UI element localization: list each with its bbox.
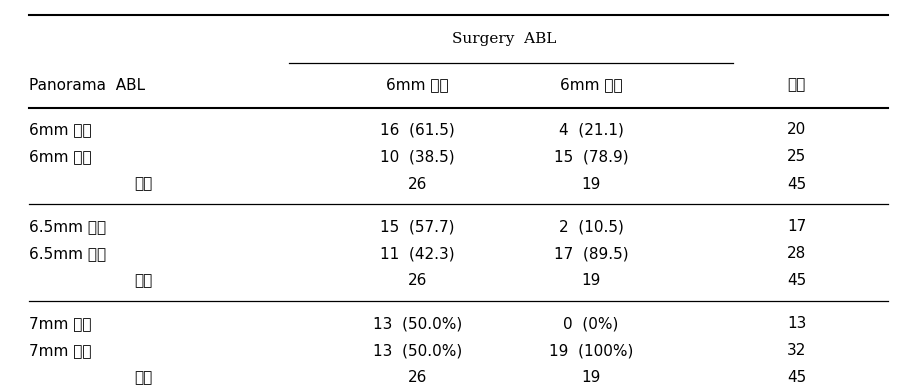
Text: 전체: 전체 xyxy=(134,274,152,288)
Text: 10  (38.5): 10 (38.5) xyxy=(380,149,455,164)
Text: 20: 20 xyxy=(787,122,806,137)
Text: 45: 45 xyxy=(787,176,806,192)
Text: 7mm 미만: 7mm 미만 xyxy=(28,343,92,358)
Text: Surgery  ABL: Surgery ABL xyxy=(452,32,557,46)
Text: 0  (0%): 0 (0%) xyxy=(563,316,619,331)
Text: 45: 45 xyxy=(787,274,806,288)
Text: 19  (100%): 19 (100%) xyxy=(549,343,634,358)
Text: 19: 19 xyxy=(581,176,601,192)
Text: 26: 26 xyxy=(408,274,427,288)
Text: 28: 28 xyxy=(787,246,806,261)
Text: 45: 45 xyxy=(787,370,806,385)
Text: 6.5mm 미만: 6.5mm 미만 xyxy=(28,246,106,261)
Text: 11  (42.3): 11 (42.3) xyxy=(380,246,455,261)
Text: 13: 13 xyxy=(787,316,806,331)
Text: 19: 19 xyxy=(581,370,601,385)
Text: 7mm 이상: 7mm 이상 xyxy=(28,316,92,331)
Text: 32: 32 xyxy=(787,343,806,358)
Text: Panorama  ABL: Panorama ABL xyxy=(28,78,145,92)
Text: 26: 26 xyxy=(408,176,427,192)
Text: 6mm 미만: 6mm 미만 xyxy=(559,78,623,92)
Text: 13  (50.0%): 13 (50.0%) xyxy=(372,316,462,331)
Text: 6.5mm 이상: 6.5mm 이상 xyxy=(28,219,106,234)
Text: 13  (50.0%): 13 (50.0%) xyxy=(372,343,462,358)
Text: 6mm 미만: 6mm 미만 xyxy=(28,149,92,164)
Text: 19: 19 xyxy=(581,274,601,288)
Text: 전체: 전체 xyxy=(134,176,152,192)
Text: 6mm 이상: 6mm 이상 xyxy=(386,78,448,92)
Text: 4  (21.1): 4 (21.1) xyxy=(558,122,624,137)
Text: 15  (78.9): 15 (78.9) xyxy=(554,149,628,164)
Text: 16  (61.5): 16 (61.5) xyxy=(380,122,455,137)
Text: 2  (10.5): 2 (10.5) xyxy=(558,219,624,234)
Text: 25: 25 xyxy=(787,149,806,164)
Text: 26: 26 xyxy=(408,370,427,385)
Text: 17  (89.5): 17 (89.5) xyxy=(554,246,628,261)
Text: 6mm 이상: 6mm 이상 xyxy=(28,122,92,137)
Text: 전체: 전체 xyxy=(134,370,152,385)
Text: 15  (57.7): 15 (57.7) xyxy=(381,219,455,234)
Text: 17: 17 xyxy=(787,219,806,234)
Text: 전체: 전체 xyxy=(788,78,806,92)
